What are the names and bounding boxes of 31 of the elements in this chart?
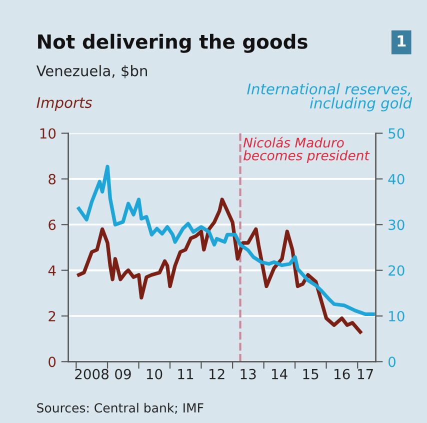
- y2-tick-label: 50: [388, 128, 404, 139]
- text: 1: [398, 35, 406, 47]
- line-series: [77, 164, 375, 316]
- y2-tick-label: 40: [388, 174, 404, 184]
- y2-axis-title: International reserves, including gold: [247, 83, 412, 112]
- y-tick-label: 8: [48, 174, 56, 184]
- y-tick-label: 0: [48, 356, 56, 368]
- x-tick-label: 16: [334, 368, 350, 380]
- chart-title: Not delivering the goods: [38, 34, 308, 53]
- x-tick-label: 09: [115, 368, 131, 380]
- x-tick-label: 11: [178, 369, 194, 380]
- y-tick-label: 4: [48, 265, 56, 276]
- x-tick-label: 10: [146, 368, 162, 380]
- x-tick-label: 13: [240, 368, 256, 380]
- y-tick-label: 6: [48, 220, 56, 230]
- x-tick-label: 14: [272, 369, 288, 380]
- y2-tick-label: 10: [389, 310, 404, 322]
- y2-tick-label: 0: [388, 356, 396, 368]
- line-series: [77, 198, 362, 334]
- y-tick-label: 2: [48, 310, 56, 322]
- ref-line-label: Nicolás Maduro becomes president: [243, 136, 370, 163]
- y-axis-title: Imports: [36, 97, 92, 111]
- x-tick-label: 12: [210, 368, 224, 380]
- x-tick-label: 15: [303, 369, 318, 380]
- chart-subtitle: Venezuela, $bn: [36, 65, 147, 78]
- source-note: Sources: Central bank; IMF: [37, 402, 204, 414]
- y2-tick-label: 30: [388, 220, 404, 230]
- y-tick-label: 10: [40, 128, 56, 139]
- x-tick-label: 2008: [75, 368, 108, 380]
- x-tick-label: 17: [358, 369, 373, 380]
- y2-tick-label: 20: [388, 265, 404, 276]
